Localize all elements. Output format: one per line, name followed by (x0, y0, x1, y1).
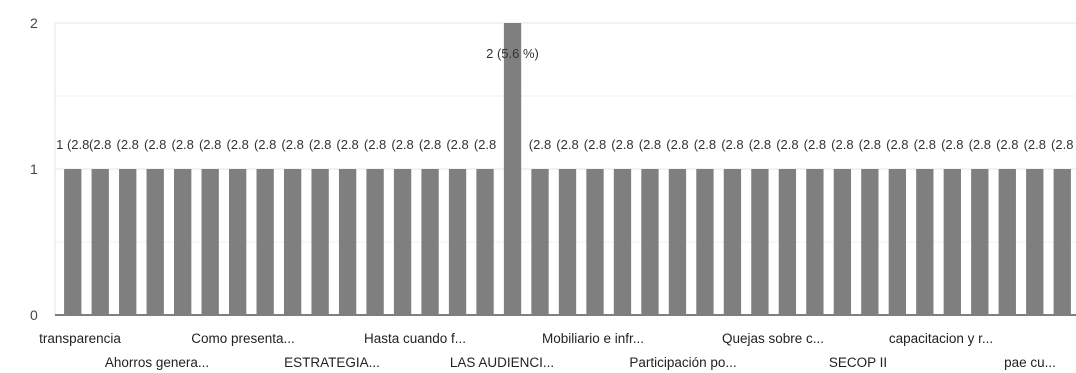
data-label: (2.8 (309, 137, 331, 152)
bar (833, 169, 852, 315)
x-axis-label: transparencia (39, 331, 121, 346)
data-label: (2.8 (584, 137, 606, 152)
data-label: 2 (5.6 %) (486, 46, 539, 61)
x-axis-label: ESTRATEGIA... (284, 355, 380, 370)
bar (91, 169, 109, 315)
bar (943, 169, 961, 315)
data-label: 1 (2.8 (56, 137, 89, 152)
data-label: (2.8 (804, 137, 826, 152)
data-label: (2.8 (666, 137, 688, 152)
data-label: (2.8 (171, 137, 193, 152)
bar (971, 169, 989, 315)
bar (503, 23, 522, 315)
data-label: (2.8 (199, 137, 221, 152)
data-label: (2.8 (776, 137, 798, 152)
data-label: (2.8 (391, 137, 413, 152)
bar (861, 169, 879, 315)
x-axis-labels: transparencia Como presenta... Hasta cuand… (39, 331, 1056, 370)
bar (916, 169, 934, 315)
bar (256, 169, 274, 315)
bar (119, 169, 137, 315)
bar (283, 169, 302, 315)
data-label: (2.8 (969, 137, 991, 152)
bar (1026, 169, 1044, 315)
bar (338, 169, 357, 315)
x-axis-label: Mobiliario e infr... (542, 331, 644, 346)
bars (64, 23, 1071, 315)
data-label: (2.8 (89, 137, 111, 152)
bar (448, 169, 467, 315)
x-axis-label: Quejas sobre c... (722, 331, 824, 346)
data-label: (2.8 (639, 137, 661, 152)
bar (558, 169, 577, 315)
data-label: (2.8 (419, 137, 441, 152)
data-label: (2.8 (941, 137, 963, 152)
data-labels: 1 (2.8 (2.8 (2.8 (2.8 (2.8 (2.8 (2.8 (2.8 (2.8 (2… (56, 46, 1073, 152)
bar (888, 169, 906, 315)
bar (668, 169, 687, 315)
data-label: (2.8 (914, 137, 936, 152)
data-label: (2.8 (474, 137, 496, 152)
data-label: (2.8 (336, 137, 358, 152)
bar (531, 169, 549, 315)
bar (1053, 169, 1071, 315)
bar (723, 169, 742, 315)
data-label: (2.8 (364, 137, 386, 152)
data-label: (2.8 (446, 137, 468, 152)
data-label: (2.8 (254, 137, 276, 152)
bar (174, 169, 192, 315)
data-label: (2.8 (694, 137, 716, 152)
y-tick-label: 1 (30, 161, 38, 177)
data-label: (2.8 (749, 137, 771, 152)
y-tick-label: 2 (30, 15, 38, 31)
data-label: (2.8 (1051, 137, 1073, 152)
x-axis-label: Ahorros genera... (105, 355, 209, 370)
bar (476, 169, 494, 315)
data-label: (2.8 (996, 137, 1018, 152)
x-axis-label: Como presenta... (191, 331, 295, 346)
x-axis-label: LAS AUDIENCI... (450, 355, 554, 370)
bar (311, 169, 329, 315)
data-label: (2.8 (226, 137, 248, 152)
bar (64, 169, 82, 315)
bar (998, 169, 1016, 315)
x-axis-label: Hasta cuando f... (364, 331, 466, 346)
data-label: (2.8 (886, 137, 908, 152)
bar (696, 169, 714, 315)
bar (778, 169, 797, 315)
bar (421, 169, 439, 315)
data-label: (2.8 (529, 137, 551, 152)
data-label: (2.8 (144, 137, 166, 152)
bar (641, 169, 659, 315)
x-axis-label: capacitacion y r... (889, 331, 993, 346)
bar (806, 169, 824, 315)
y-axis-ticks: 0 1 2 (30, 15, 38, 323)
x-axis-label: SECOP II (829, 355, 887, 370)
data-label: (2.8 (611, 137, 633, 152)
bar (751, 169, 769, 315)
bar (201, 169, 219, 315)
data-label: (2.8 (859, 137, 881, 152)
data-label: (2.8 (556, 137, 578, 152)
bar (366, 169, 384, 315)
data-label: (2.8 (117, 137, 139, 152)
data-label: (2.8 (721, 137, 743, 152)
data-label: (2.8 (281, 137, 303, 152)
bar (229, 169, 247, 315)
data-label: (2.8 (831, 137, 853, 152)
bar (146, 169, 164, 315)
bar (613, 169, 632, 315)
bar (393, 169, 412, 315)
bar (586, 169, 604, 315)
data-label: (2.8 (1024, 137, 1046, 152)
y-tick-label: 0 (30, 307, 38, 323)
x-axis-label: Participación po... (629, 355, 736, 370)
x-axis-label: pae cu... (1004, 355, 1056, 370)
